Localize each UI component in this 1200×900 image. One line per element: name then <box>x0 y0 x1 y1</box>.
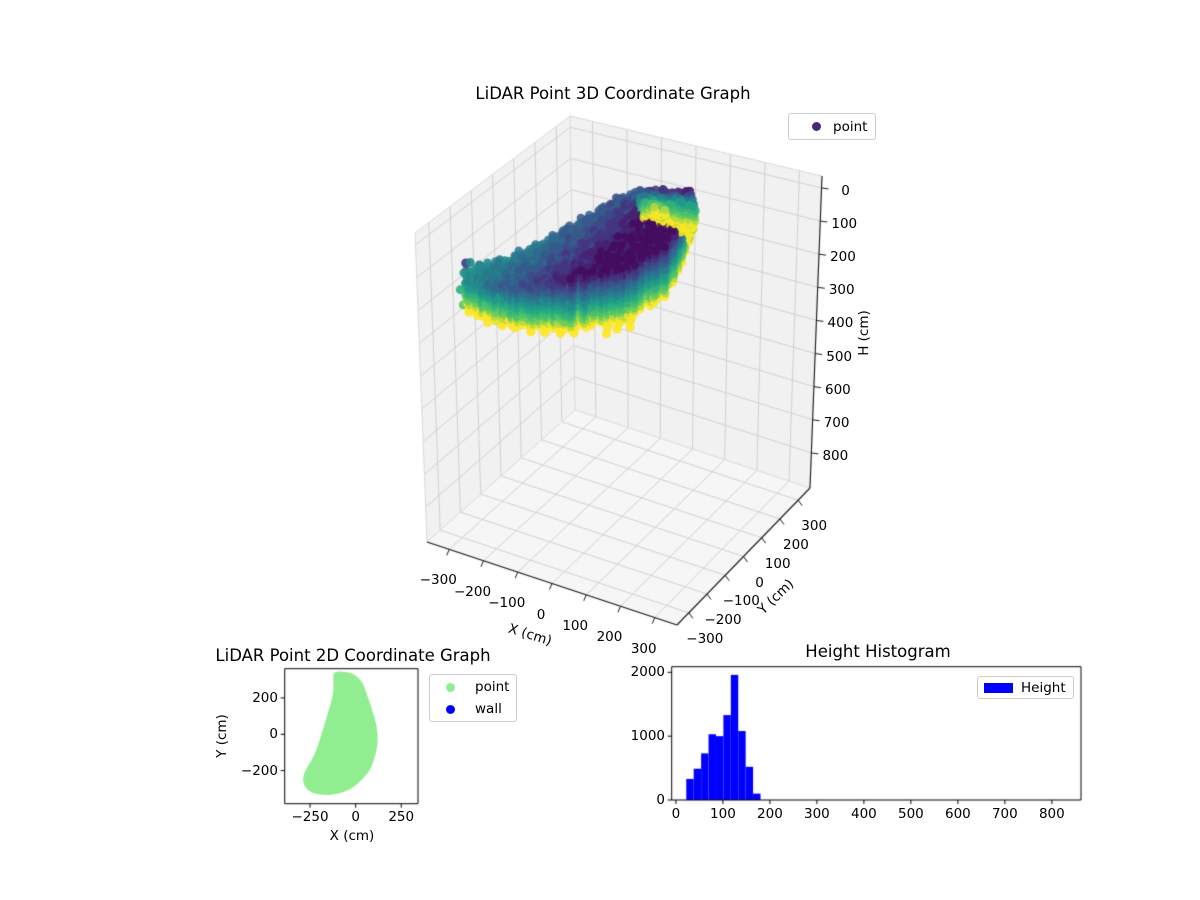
x-tick-label-hist: 200 <box>757 806 783 822</box>
3d-h-axis-label: H (cm) <box>856 310 872 356</box>
y-tick-label-2d: 0 <box>269 726 278 743</box>
x-tick-label-hist: 100 <box>710 806 736 822</box>
h-tick-label-3d: 0 <box>841 182 850 199</box>
histogram-legend-label: Height <box>1021 679 1066 696</box>
x-tick-label-3d: −100 <box>488 595 526 612</box>
2d-y-axis-label: Y (cm) <box>214 714 230 758</box>
x-tick-label-hist: 0 <box>671 806 681 822</box>
3d-legend-label-point: point <box>833 118 868 135</box>
x-tick-label-hist: 700 <box>991 806 1018 822</box>
y-tick-label-2d: 200 <box>252 689 278 706</box>
x-tick-label-2d: 0 <box>351 809 360 825</box>
2d-x-axis-label: X (cm) <box>329 828 375 844</box>
x-tick-label-3d: −200 <box>453 583 492 600</box>
h-tick-label-3d: 300 <box>828 282 855 299</box>
y-tick-label-3d: 0 <box>755 574 764 591</box>
h-tick-label-3d: 100 <box>831 216 858 233</box>
x-tick-label-3d: −300 <box>419 572 457 589</box>
y-tick-label-3d: −100 <box>722 593 760 610</box>
x-tick-label-hist: 800 <box>1038 806 1065 822</box>
histogram-legend: Height <box>977 676 1074 699</box>
2d-legend: point wall <box>429 674 517 722</box>
h-tick-label-3d: 200 <box>830 249 856 266</box>
h-tick-label-3d: 700 <box>823 414 850 431</box>
x-tick-label-3d: 0 <box>536 606 546 623</box>
2d-legend-label-wall: wall <box>475 701 502 717</box>
x-tick-label-3d: 100 <box>562 617 589 634</box>
h-tick-label-3d: 600 <box>825 381 851 398</box>
x-tick-label-hist: 600 <box>944 806 971 822</box>
histogram-title: Height Histogram <box>805 642 951 661</box>
y-tick-label-hist: 1000 <box>630 728 665 745</box>
x-tick-label-3d: 300 <box>630 640 657 657</box>
point-marker-icon <box>446 682 455 692</box>
wall-marker-icon <box>446 704 455 714</box>
y-tick-label-2d: −200 <box>240 762 278 779</box>
y-tick-label-3d: 300 <box>801 518 828 535</box>
y-tick-label-hist: 2000 <box>630 664 665 681</box>
2d-chart-title: LiDAR Point 2D Coordinate Graph <box>215 646 491 665</box>
3d-legend: point <box>788 113 876 140</box>
2d-legend-label-point: point <box>475 679 510 695</box>
x-tick-label-hist: 400 <box>851 806 877 822</box>
y-tick-label-3d: 100 <box>764 555 791 572</box>
h-tick-label-3d: 400 <box>827 315 854 332</box>
point-marker-icon <box>812 122 821 131</box>
y-tick-label-3d: −300 <box>686 630 724 647</box>
h-tick-label-3d: 500 <box>826 348 853 365</box>
x-tick-label-hist: 500 <box>897 806 924 822</box>
y-tick-label-3d: 200 <box>783 536 809 553</box>
x-tick-label-2d: 250 <box>388 809 415 825</box>
x-tick-label-2d: −250 <box>291 809 329 825</box>
x-tick-label-hist: 300 <box>804 806 830 822</box>
3d-chart-title: LiDAR Point 3D Coordinate Graph <box>475 84 751 103</box>
y-tick-label-3d: −200 <box>704 612 742 629</box>
y-tick-label-hist: 0 <box>656 792 665 808</box>
h-tick-label-3d: 800 <box>822 447 849 464</box>
x-tick-label-3d: 200 <box>596 629 623 646</box>
height-bar-swatch-icon <box>984 682 1013 693</box>
